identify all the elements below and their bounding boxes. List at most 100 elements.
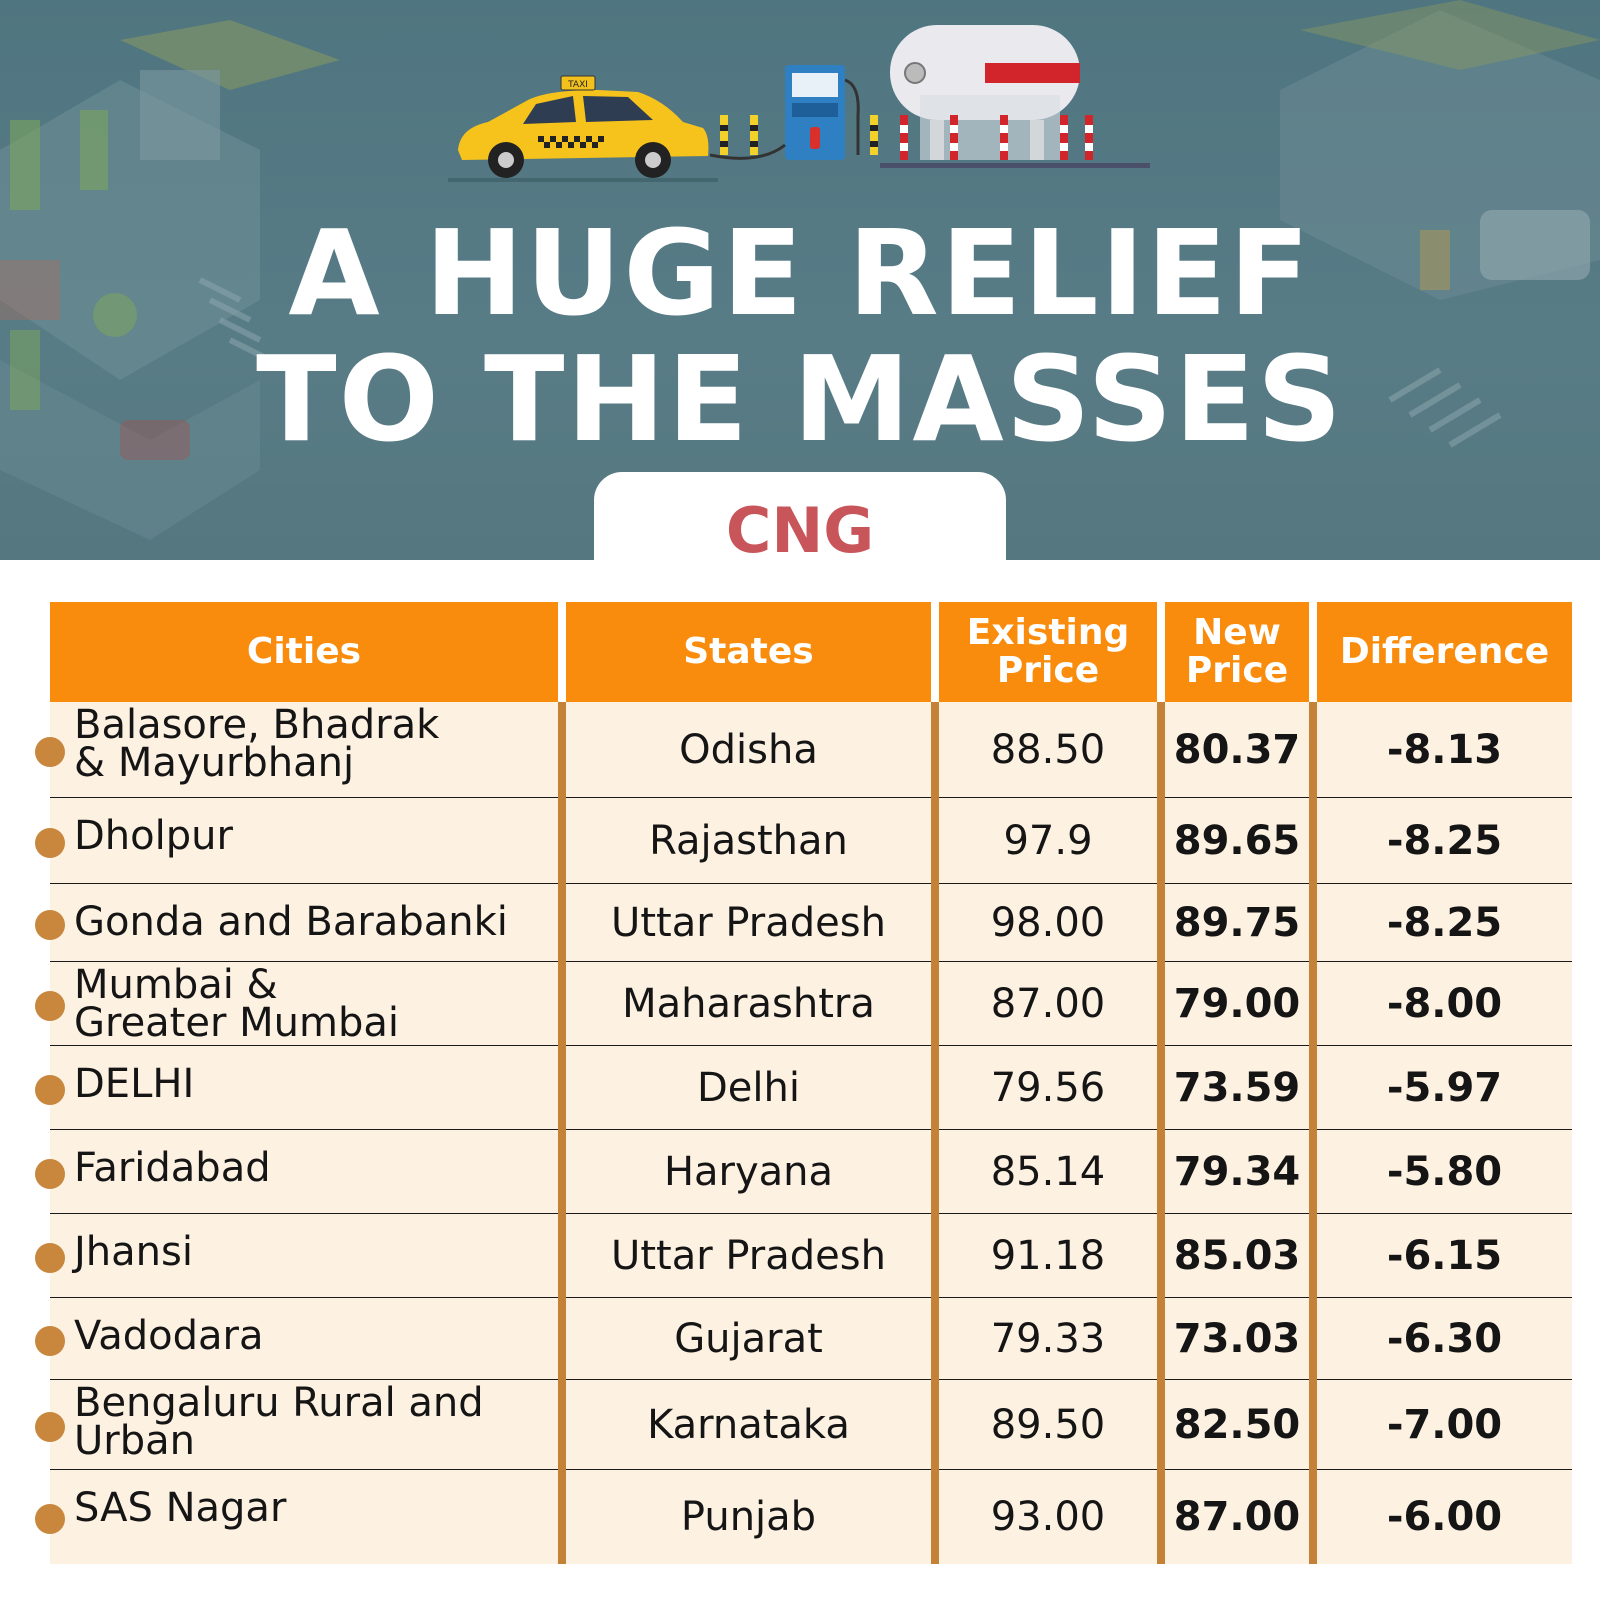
state-cell: Rajasthan	[566, 798, 931, 884]
bullet-icon	[35, 1326, 65, 1356]
table-row: Balasore, Bhadrak & Mayurbhanj Odisha 88.5…	[35, 702, 1572, 799]
city-name: Bengaluru Rural and Urban	[74, 1380, 484, 1464]
state-cell: Uttar Pradesh	[566, 1214, 931, 1298]
table-row: Gonda and Barabanki Uttar Pradesh 98.00 89.…	[35, 884, 1572, 963]
city-cell: Faridabad	[35, 1130, 558, 1214]
fuel-label: CNG	[725, 494, 875, 567]
difference-cell: -5.97	[1317, 1046, 1572, 1130]
table-row: Dholpur Rajasthan 97.9 89.65 -8.25	[35, 798, 1572, 885]
existing-price-cell: 91.18	[939, 1214, 1157, 1298]
headline-line-1: A HUGE RELIEF	[288, 204, 1312, 342]
difference-cell: -8.25	[1317, 798, 1572, 884]
column-header-new-price: New Price	[1165, 602, 1309, 702]
difference-cell: -5.80	[1317, 1130, 1572, 1214]
bullet-icon	[35, 1243, 65, 1273]
bullet-icon	[35, 1412, 65, 1442]
bullet-icon	[35, 1159, 65, 1189]
table-row: Mumbai & Greater Mumbai Maharashtra 87.00 7…	[35, 962, 1572, 1047]
state-cell: Uttar Pradesh	[566, 884, 931, 962]
fuel-tab	[594, 472, 1006, 572]
city-cell: Jhansi	[35, 1214, 558, 1298]
table-row: Vadodara Gujarat 79.33 73.03 -6.30	[35, 1298, 1572, 1381]
state-cell: Karnataka	[566, 1380, 931, 1470]
city-name: Balasore, Bhadrak & Mayurbhanj	[74, 702, 440, 786]
bullet-icon	[35, 737, 65, 767]
state-cell: Maharashtra	[566, 962, 931, 1046]
new-price-cell: 89.65	[1165, 798, 1309, 884]
city-cell: Vadodara	[35, 1298, 558, 1380]
difference-cell: -6.15	[1317, 1214, 1572, 1298]
city-name: SAS Nagar	[74, 1485, 287, 1531]
city-cell: SAS Nagar	[35, 1470, 558, 1564]
difference-cell: -7.00	[1317, 1380, 1572, 1470]
column-separator	[1157, 702, 1165, 1564]
table-row: Jhansi Uttar Pradesh 91.18 85.03 -6.15	[35, 1214, 1572, 1299]
column-header-states: States	[566, 602, 931, 702]
city-name: Faridabad	[74, 1145, 271, 1191]
existing-price-cell: 87.00	[939, 962, 1157, 1046]
city-background-illustration	[0, 0, 1600, 540]
city-cell: Bengaluru Rural and Urban	[35, 1380, 558, 1470]
new-price-cell: 85.03	[1165, 1214, 1309, 1298]
table-row: DELHI Delhi 79.56 73.59 -5.97	[35, 1046, 1572, 1131]
new-price-cell: 82.50	[1165, 1380, 1309, 1470]
city-cell: Mumbai & Greater Mumbai	[35, 962, 558, 1046]
city-cell: Gonda and Barabanki	[35, 884, 558, 962]
fuel-dispenser-illustration	[709, 65, 878, 160]
column-header-difference: Difference	[1317, 602, 1572, 702]
new-price-cell: 73.03	[1165, 1298, 1309, 1380]
table-row: Faridabad Haryana 85.14 79.34 -5.80	[35, 1130, 1572, 1215]
column-header-cities: Cities	[50, 602, 558, 702]
existing-price-cell: 88.50	[939, 702, 1157, 798]
new-price-cell: 79.00	[1165, 962, 1309, 1046]
bullet-icon	[35, 1075, 65, 1105]
table-header: Cities States Existing Price New Price D…	[50, 602, 1572, 702]
new-price-cell: 79.34	[1165, 1130, 1309, 1214]
city-name: Vadodara	[74, 1313, 264, 1359]
city-name: Mumbai & Greater Mumbai	[74, 962, 399, 1046]
existing-price-cell: 98.00	[939, 884, 1157, 962]
city-name: Dholpur	[74, 813, 233, 859]
city-cell: Balasore, Bhadrak & Mayurbhanj	[35, 702, 558, 798]
difference-cell: -6.00	[1317, 1470, 1572, 1564]
new-price-cell: 89.75	[1165, 884, 1309, 962]
table-row: Bengaluru Rural and Urban Karnataka 89.50 8…	[35, 1380, 1572, 1471]
new-price-cell: 87.00	[1165, 1470, 1309, 1564]
price-table: Cities States Existing Price New Price D…	[35, 602, 1572, 1564]
existing-price-cell: 85.14	[939, 1130, 1157, 1214]
existing-price-cell: 79.33	[939, 1298, 1157, 1380]
taxi-illustration: TAXI	[448, 75, 718, 182]
state-cell: Punjab	[566, 1470, 931, 1564]
new-price-cell: 73.59	[1165, 1046, 1309, 1130]
bullet-icon	[35, 1504, 65, 1534]
bullet-icon	[35, 828, 65, 858]
state-cell: Odisha	[566, 702, 931, 798]
existing-price-cell: 79.56	[939, 1046, 1157, 1130]
existing-price-cell: 89.50	[939, 1380, 1157, 1470]
bullet-icon	[35, 910, 65, 940]
column-header-existing-price: Existing Price	[939, 602, 1157, 702]
existing-price-cell: 93.00	[939, 1470, 1157, 1564]
difference-cell: -8.00	[1317, 962, 1572, 1046]
state-cell: Gujarat	[566, 1298, 931, 1380]
new-price-cell: 80.37	[1165, 702, 1309, 798]
city-cell: Dholpur	[35, 798, 558, 884]
state-cell: Haryana	[566, 1130, 931, 1214]
state-cell: Delhi	[566, 1046, 931, 1130]
headline-line-2: TO THE MASSES	[256, 330, 1344, 468]
difference-cell: -6.30	[1317, 1298, 1572, 1380]
hero-banner: TAXI A HUGE	[0, 0, 1600, 560]
difference-cell: -8.13	[1317, 702, 1572, 798]
city-name: Jhansi	[74, 1229, 193, 1275]
bullet-icon	[35, 991, 65, 1021]
city-name: DELHI	[74, 1061, 195, 1107]
table-row: SAS Nagar Punjab 93.00 87.00 -6.00	[35, 1470, 1572, 1564]
existing-price-cell: 97.9	[939, 798, 1157, 884]
gas-tank-illustration	[880, 25, 1150, 168]
column-separator	[558, 702, 566, 1564]
column-separator	[1309, 702, 1317, 1564]
city-cell: DELHI	[35, 1046, 558, 1130]
difference-cell: -8.25	[1317, 884, 1572, 962]
column-separator	[931, 702, 939, 1564]
city-name: Gonda and Barabanki	[74, 899, 508, 945]
